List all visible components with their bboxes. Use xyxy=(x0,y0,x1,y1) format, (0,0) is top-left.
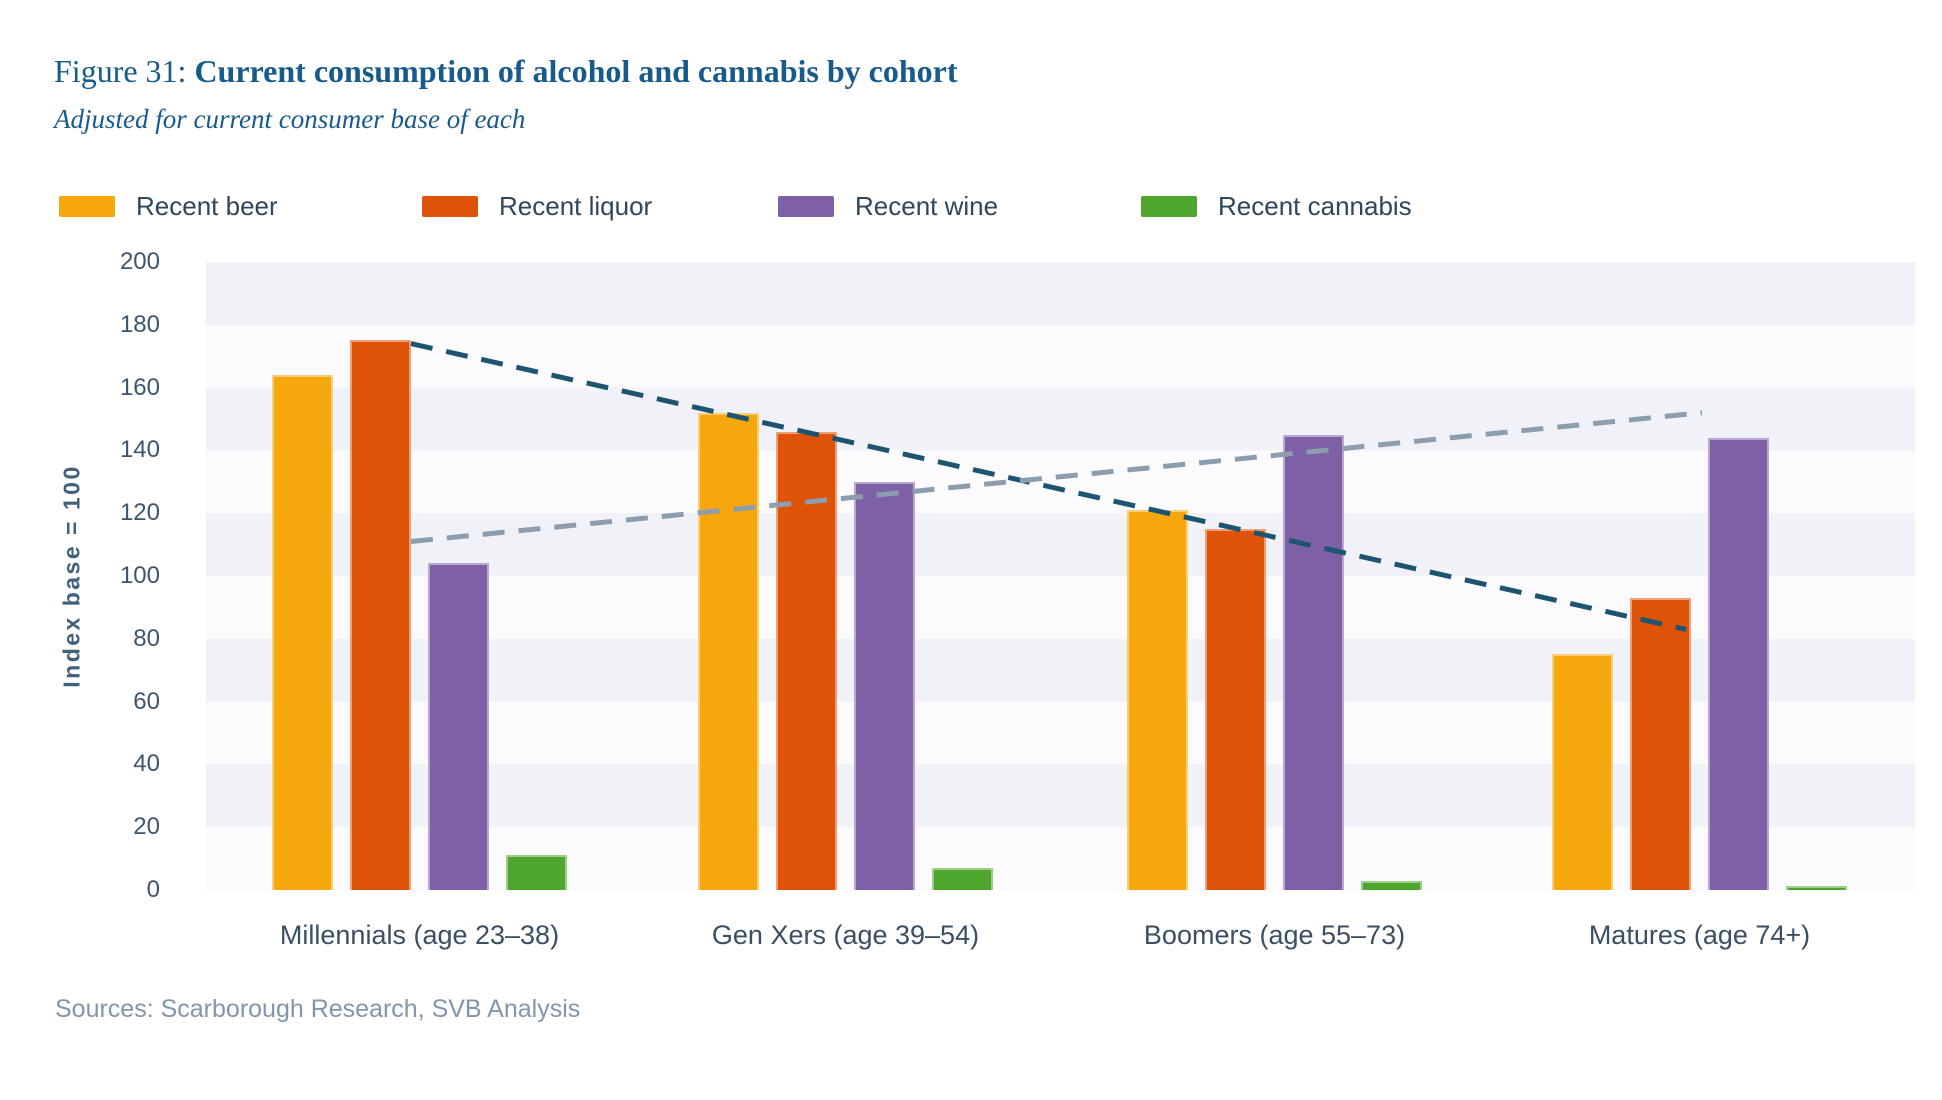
legend-item-recent-wine: Recent wine xyxy=(778,190,999,221)
y-tick-label: 0 xyxy=(146,876,160,903)
y-axis-title: Index base = 100 xyxy=(58,464,85,688)
trend-lines-layer xyxy=(410,341,1703,632)
bar-recent-beer xyxy=(272,375,333,890)
x-axis-label: Boomers (age 55–73) xyxy=(1143,920,1406,950)
bar-recent-liquor xyxy=(350,340,411,890)
legend-label: Recent liquor xyxy=(499,190,653,221)
bar-recent-liquor xyxy=(1630,598,1691,890)
bar-recent-cannabis xyxy=(932,868,993,890)
legend-swatch xyxy=(1141,195,1197,217)
legend-swatch xyxy=(422,195,478,217)
bar-recent-wine xyxy=(1283,435,1344,890)
bar-recent-wine xyxy=(428,563,489,890)
legend-label: Recent wine xyxy=(855,190,999,221)
legend-item-recent-liquor: Recent liquor xyxy=(422,190,653,221)
y-tick-label: 20 xyxy=(133,813,160,841)
bar-recent-liquor xyxy=(1205,529,1266,890)
bar-recent-cannabis xyxy=(506,855,567,890)
figure-subtitle: Adjusted for current consumer base of ea… xyxy=(54,104,526,134)
legend-swatch xyxy=(59,195,115,217)
legend-label: Recent beer xyxy=(136,190,278,221)
figure-title: Figure 31: Current consumption of alcoho… xyxy=(54,53,958,89)
bar-recent-wine xyxy=(854,482,915,890)
legend-swatch xyxy=(778,195,834,217)
figure-title-text: Current consumption of alcohol and canna… xyxy=(194,53,958,89)
bar-recent-beer xyxy=(698,413,759,890)
y-tick-label: 100 xyxy=(119,562,160,589)
sources-note: Sources: Scarborough Research, SVB Analy… xyxy=(55,995,581,1023)
x-axis-label: Millennials (age 23–38) xyxy=(279,920,560,950)
y-tick-label: 200 xyxy=(119,248,160,275)
bar-recent-liquor xyxy=(776,432,837,890)
y-tick-label: 40 xyxy=(133,750,160,778)
x-axis-label: Gen Xers (age 39–54) xyxy=(711,920,980,950)
bar-recent-beer xyxy=(1127,510,1188,890)
bar-recent-wine xyxy=(1708,438,1769,890)
wine-rising-trend xyxy=(410,410,1703,544)
y-tick-label: 140 xyxy=(119,436,160,464)
legend-item-recent-beer: Recent beer xyxy=(59,190,278,221)
y-tick-label: 80 xyxy=(133,624,160,652)
legend-label: Recent cannabis xyxy=(1218,190,1412,221)
bar-recent-beer xyxy=(1552,654,1613,890)
y-tick-label: 180 xyxy=(119,310,160,338)
x-axis-label: Matures (age 74+) xyxy=(1588,920,1811,950)
y-tick-label: 120 xyxy=(119,499,160,527)
bar-recent-cannabis xyxy=(1786,886,1847,890)
plot-area xyxy=(206,262,1915,890)
y-tick-label: 60 xyxy=(133,687,160,715)
y-tick-label: 160 xyxy=(119,373,160,401)
alcohol-declining-trend xyxy=(410,341,1687,632)
bar-recent-cannabis xyxy=(1361,881,1422,890)
figure-label: Figure 31: xyxy=(54,53,187,89)
legend-item-recent-cannabis: Recent cannabis xyxy=(1141,190,1412,221)
